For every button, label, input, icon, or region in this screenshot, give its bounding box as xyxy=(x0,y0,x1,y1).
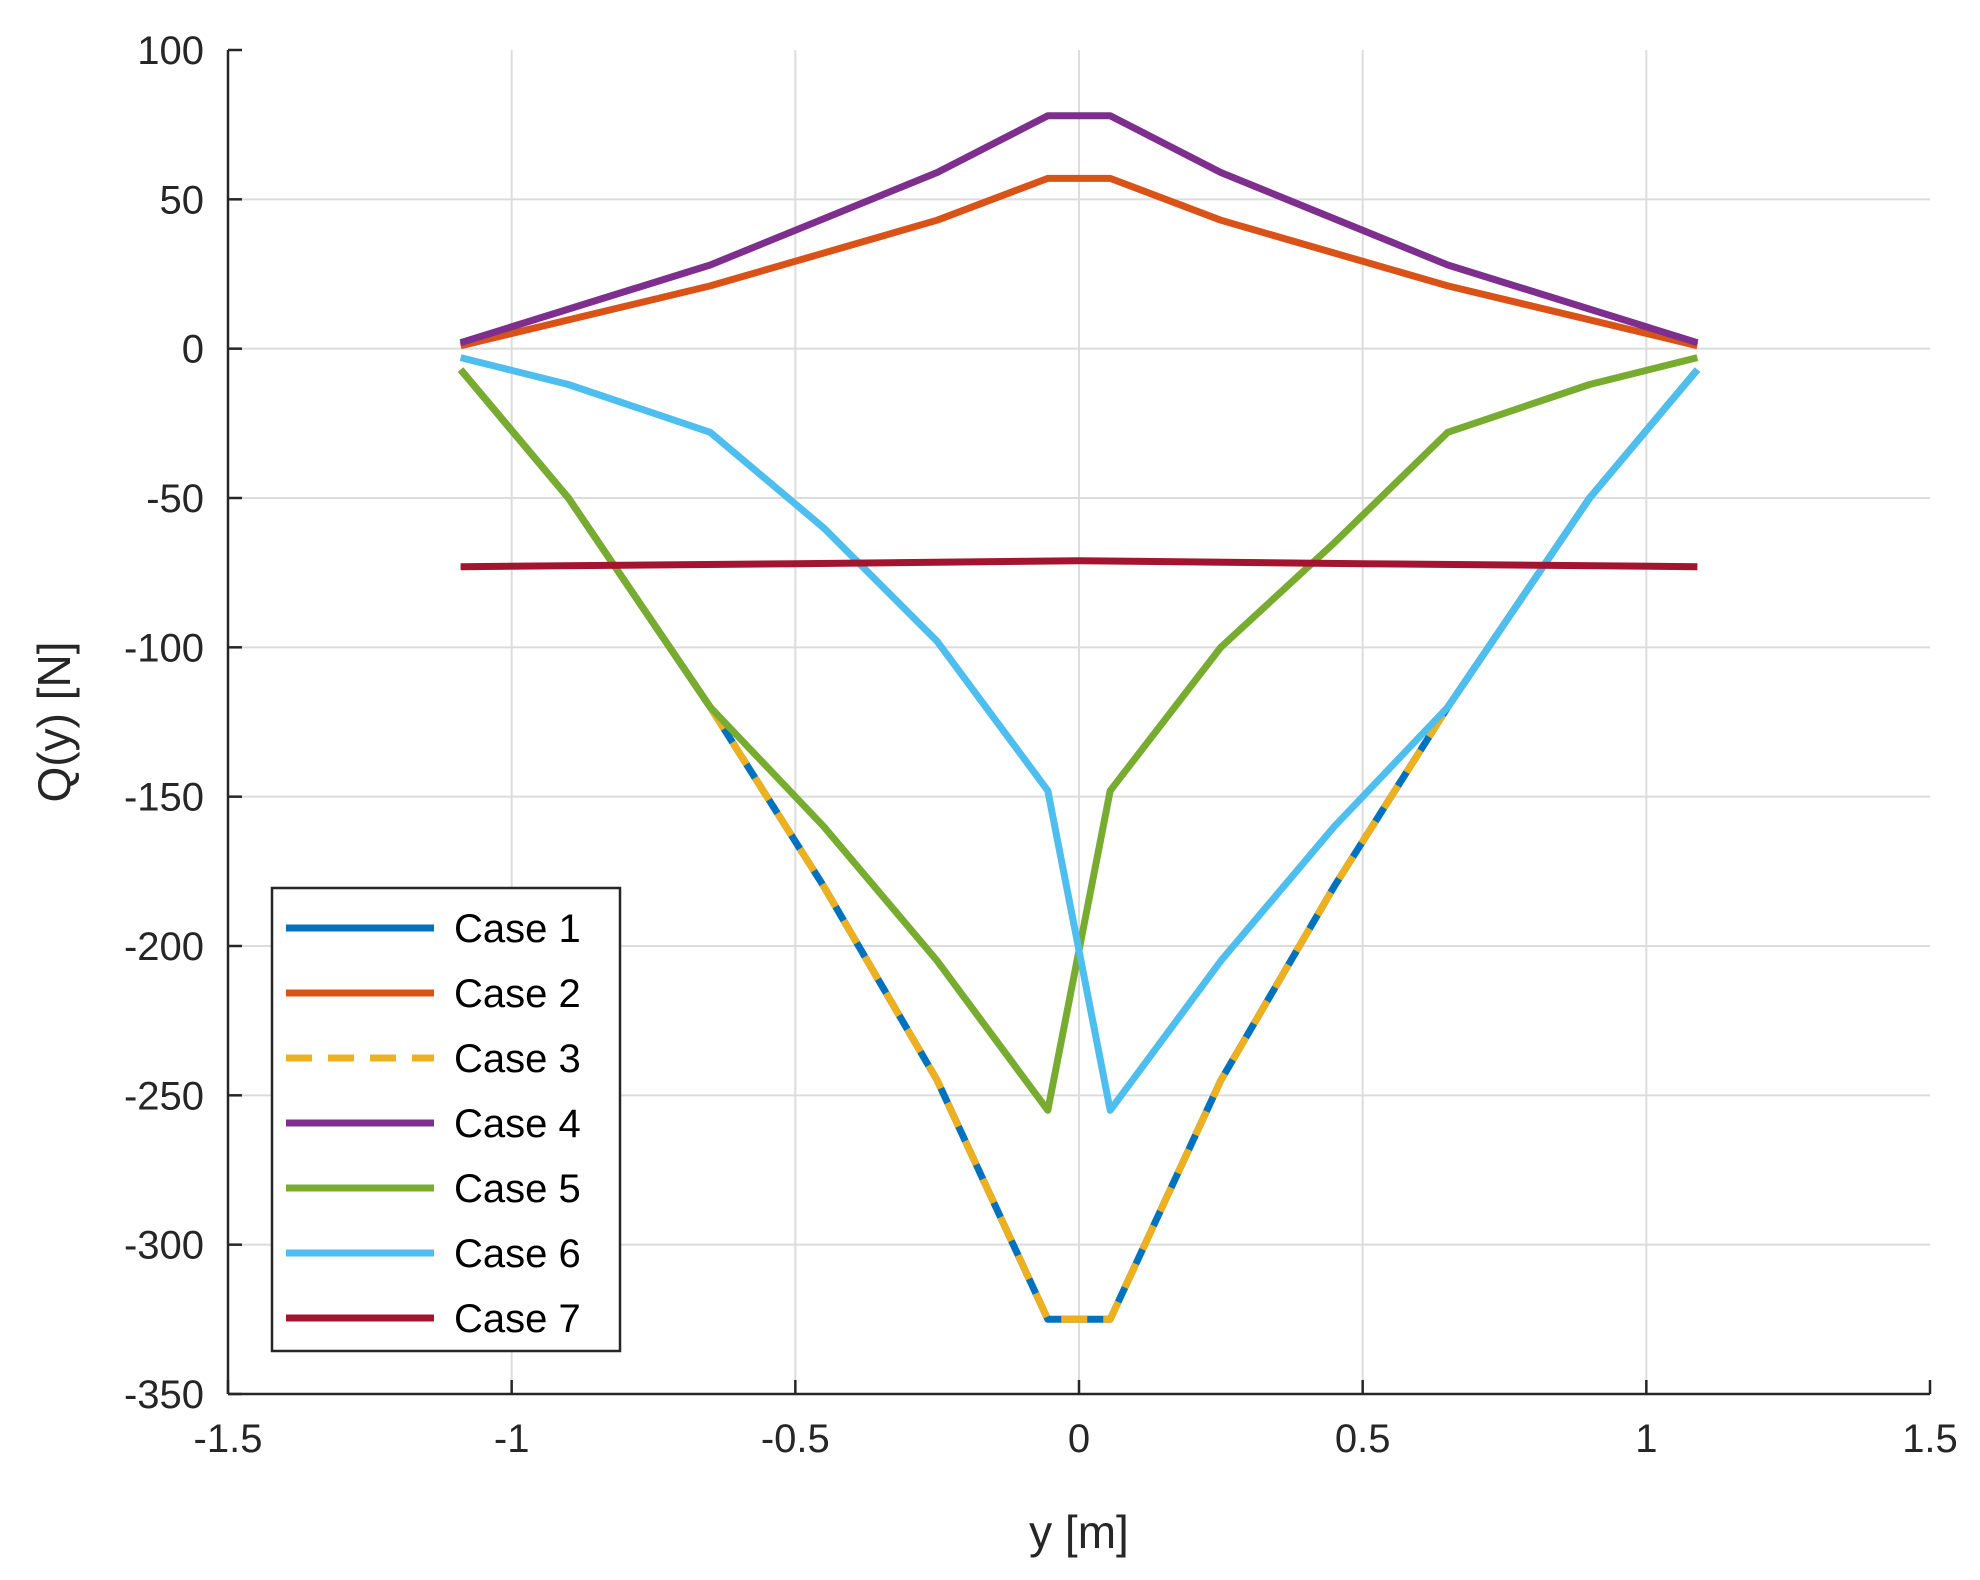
series-line-case-2 xyxy=(459,174,1699,350)
legend-label: Case 1 xyxy=(454,907,581,951)
axes xyxy=(226,48,1932,1396)
y-tick-label: -350 xyxy=(124,1373,204,1417)
legend-label: Case 5 xyxy=(454,1167,581,1211)
tick-labels: -1.5 -1 -0.5 0 0.5 1 1.5 100 50 0 -50 -100 -150 -200 -… xyxy=(124,29,1958,1461)
legend: Case 1 Case 2 Case 3 Case 4 Case 5 Case 6 Case… xyxy=(270,886,622,1353)
x-tick-label: 0.5 xyxy=(1335,1417,1391,1461)
y-tick-label: -150 xyxy=(124,776,204,820)
y-tick-label: -50 xyxy=(146,477,204,521)
legend-label: Case 2 xyxy=(454,972,581,1016)
series-line-case-7 xyxy=(460,557,1698,571)
series-lines xyxy=(457,112,1701,1323)
x-tick-label: -0.5 xyxy=(761,1417,830,1461)
y-tick-label: -100 xyxy=(124,626,204,670)
series-line-case-4 xyxy=(459,112,1699,347)
y-axis-label: Q(y) [N] xyxy=(28,642,80,803)
y-tick-label: -200 xyxy=(124,925,204,969)
y-tick-label: 0 xyxy=(182,328,204,372)
legend-label: Case 3 xyxy=(454,1037,581,1081)
y-tick-label: -250 xyxy=(124,1074,204,1118)
legend-label: Case 6 xyxy=(454,1232,581,1276)
x-tick-label: -1 xyxy=(494,1417,530,1461)
x-tick-label: 0 xyxy=(1068,1417,1090,1461)
legend-label: Case 7 xyxy=(454,1297,581,1341)
series-line-case-6 xyxy=(459,354,1701,1114)
x-tick-label: 1.5 xyxy=(1902,1417,1958,1461)
y-tick-label: 50 xyxy=(160,178,205,222)
y-tick-label: 100 xyxy=(137,29,204,73)
x-tick-label: 1 xyxy=(1635,1417,1657,1461)
y-tick-label: -300 xyxy=(124,1224,204,1268)
x-axis-label: y [m] xyxy=(1029,1506,1129,1558)
legend-label: Case 4 xyxy=(454,1102,581,1146)
x-tick-label: -1.5 xyxy=(194,1417,263,1461)
